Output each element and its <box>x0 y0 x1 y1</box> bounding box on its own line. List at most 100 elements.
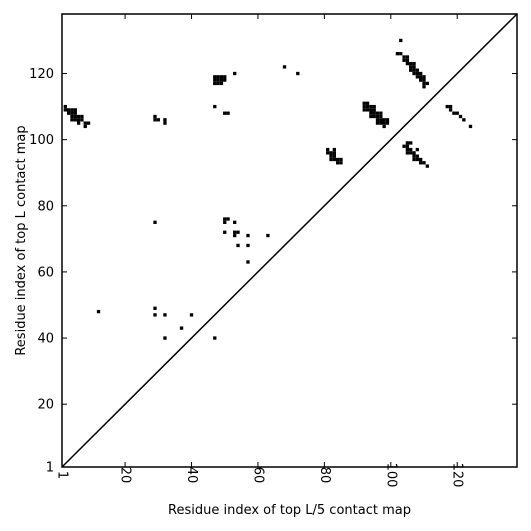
contact-point <box>362 101 366 105</box>
contact-point <box>415 71 420 76</box>
contact-point <box>409 151 413 155</box>
y-tick-label: 1 <box>46 461 54 476</box>
contact-point <box>412 68 416 72</box>
contact-point <box>96 309 101 314</box>
contact-point <box>375 118 380 122</box>
contact-point <box>412 65 416 69</box>
contact-point <box>422 81 426 86</box>
contact-point <box>448 108 453 112</box>
contact-point <box>73 118 77 122</box>
contact-point <box>419 161 423 165</box>
contact-point <box>412 61 416 66</box>
contact-point <box>415 154 420 158</box>
contact-point <box>369 108 373 112</box>
contact-point <box>236 230 240 234</box>
contact-point <box>458 114 463 119</box>
contact-point <box>405 144 410 148</box>
contact-point <box>372 114 376 119</box>
y-tick-label: 60 <box>37 265 54 280</box>
contact-point <box>223 230 227 234</box>
contact-point <box>223 78 227 82</box>
contact-point <box>86 121 91 125</box>
contact-point <box>246 260 250 264</box>
contact-point <box>405 55 410 59</box>
contact-point <box>189 313 194 317</box>
contact-point <box>73 111 77 115</box>
contact-point <box>402 55 406 59</box>
contact-point <box>369 114 373 119</box>
contact-point <box>455 111 459 115</box>
contact-point <box>365 104 370 109</box>
contact-point <box>385 121 390 125</box>
contact-point <box>80 114 84 119</box>
contact-point <box>223 111 227 115</box>
y-tick-label: 40 <box>37 332 54 347</box>
contact-point <box>372 104 376 109</box>
contact-point <box>399 52 403 56</box>
contact-point <box>405 147 410 152</box>
contact-point <box>425 81 429 86</box>
contact-point <box>415 147 420 152</box>
contact-points <box>63 38 473 340</box>
contact-point <box>233 230 237 234</box>
contact-point <box>402 144 406 148</box>
contact-point <box>63 104 67 109</box>
contact-point <box>375 114 380 119</box>
y-tick-label: 100 <box>29 133 54 148</box>
contact-point <box>76 114 81 119</box>
contact-point <box>409 141 413 145</box>
contact-point <box>213 75 217 79</box>
contact-point <box>326 147 330 152</box>
contact-point <box>153 306 157 310</box>
contact-point <box>452 111 456 115</box>
contact-point <box>179 326 184 330</box>
contact-point <box>153 220 157 224</box>
contact-point <box>382 124 386 129</box>
contact-point <box>219 81 224 86</box>
contact-point <box>233 71 237 76</box>
contact-point <box>332 151 336 155</box>
contact-point <box>163 121 167 125</box>
contact-point <box>329 154 333 158</box>
contact-point <box>365 108 370 112</box>
contact-point <box>216 78 220 82</box>
contact-point <box>385 118 390 122</box>
contact-point <box>329 151 333 155</box>
contact-point <box>405 151 410 155</box>
contact-point <box>163 313 167 317</box>
contact-point <box>379 111 383 115</box>
contact-point <box>419 157 423 162</box>
contact-point <box>369 111 373 115</box>
contact-point <box>336 157 340 162</box>
contact-point <box>70 108 74 112</box>
contact-point <box>226 111 230 115</box>
contact-point <box>419 71 423 76</box>
x-tick-label: 60 <box>250 467 265 484</box>
contact-point <box>153 313 157 317</box>
contact-point <box>226 217 230 221</box>
contact-point <box>339 161 343 165</box>
contact-point <box>415 157 420 162</box>
contact-point <box>73 108 77 112</box>
y-tick-label: 20 <box>37 398 54 413</box>
contact-point <box>445 104 449 109</box>
contact-point <box>379 114 383 119</box>
contact-point <box>233 220 237 224</box>
contact-point <box>379 121 383 125</box>
contact-point <box>382 121 386 125</box>
contact-point <box>163 336 167 340</box>
contact-point <box>80 118 84 122</box>
contact-point <box>419 75 423 79</box>
y-axis-label: Residue index of top L contact map <box>14 125 29 355</box>
contact-point <box>365 101 370 105</box>
contact-point <box>372 111 376 115</box>
contact-point <box>339 157 343 162</box>
contact-point <box>409 68 413 72</box>
contact-point <box>236 243 240 248</box>
contact-point <box>329 157 333 162</box>
contact-point <box>70 118 74 122</box>
x-tick-label: 20 <box>118 467 133 484</box>
contact-point <box>375 121 380 125</box>
